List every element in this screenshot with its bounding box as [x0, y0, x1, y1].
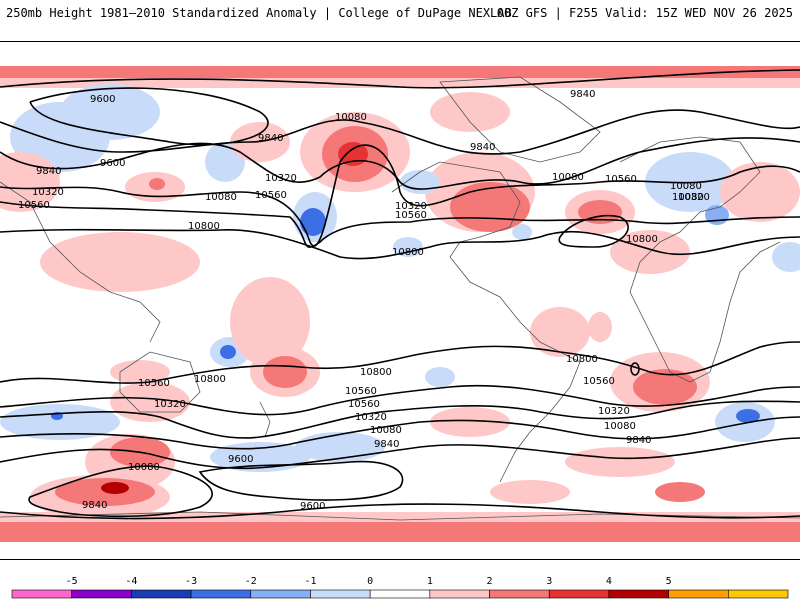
colorbar-swatch — [250, 589, 311, 599]
contour-label: 10800 — [566, 354, 598, 365]
contour-line — [630, 362, 640, 376]
contour-label: 9840 — [82, 500, 107, 511]
colorbar-swatch — [190, 589, 252, 599]
contour-line — [0, 228, 800, 260]
contour-line — [0, 416, 800, 450]
contour-line — [28, 465, 213, 518]
contour-label: 10320 — [395, 201, 427, 212]
colorbar-swatch — [11, 589, 72, 599]
contour-label: 10560 — [605, 174, 637, 185]
contour-label: 10560 — [345, 386, 377, 397]
contour-line — [558, 214, 629, 248]
contour-label: 10560 — [138, 378, 170, 389]
new-zealand-coast — [259, 401, 271, 438]
contour-label: 9840 — [626, 435, 651, 446]
contour-label: 9840 — [470, 142, 495, 153]
contour-label: 10800 — [194, 374, 226, 385]
contour-line — [0, 400, 800, 439]
polar-positive-band-south — [0, 520, 800, 542]
contour-line — [29, 87, 269, 146]
contour-line — [0, 437, 800, 470]
contour-label: 10560 — [583, 376, 615, 387]
contour-label: 10560 — [18, 200, 50, 211]
colorbar-swatch — [131, 589, 192, 599]
contour-line — [198, 460, 404, 501]
map-panel: 9600 9600 9840 9840 10080 10080 10320 10… — [0, 41, 800, 560]
contour-line — [0, 384, 800, 416]
colorbar-tick-label: 3 — [546, 576, 552, 587]
contour-line — [0, 69, 800, 89]
greenland-coast — [439, 76, 601, 163]
colorbar-swatch — [608, 589, 669, 599]
contour-label: 10560 — [348, 399, 380, 410]
height-contours — [0, 69, 800, 520]
contour-label: 10080 — [552, 172, 584, 183]
colorbar-tick-label: -5 — [66, 576, 78, 587]
contour-label: 9600 — [100, 158, 125, 169]
asia-coast — [0, 181, 161, 343]
contour-label: 10320 — [154, 399, 186, 410]
colorbar-tick-label: -3 — [185, 576, 197, 587]
contour-label: 10800 — [392, 247, 424, 258]
australia-coast — [119, 351, 201, 413]
contour-label: 10080 — [335, 112, 367, 123]
contour-line — [0, 201, 800, 248]
colorbar-tick-label: -1 — [304, 576, 316, 587]
chart-title: 250mb Height 1981–2010 Standardized Anom… — [6, 6, 512, 20]
contour-label: 10080 — [370, 425, 402, 436]
colorbar-swatch — [548, 589, 610, 599]
contour-label: 10800 — [626, 234, 658, 245]
colorbar: -5 -4 -3 -2 -1 0 1 2 3 4 5 — [11, 576, 789, 599]
map-plot: 9600 9600 9840 9840 10080 10080 10320 10… — [0, 42, 800, 559]
colorbar-tick-label: -4 — [125, 576, 137, 587]
contour-line — [0, 341, 800, 384]
contour-label: 9600 — [90, 94, 115, 105]
colorbar-swatch — [728, 589, 789, 599]
colorbar-tick-label: 4 — [606, 576, 612, 587]
colorbar-tick-label: 0 — [367, 576, 373, 587]
contour-label: 9840 — [36, 166, 61, 177]
contour-label: 9600 — [300, 501, 325, 512]
contour-label: 10080 — [604, 421, 636, 432]
contour-labels: 9600 9600 9840 9840 10080 10080 10320 10… — [18, 89, 710, 512]
contour-label: 10800 — [360, 367, 392, 378]
contour-line — [0, 109, 800, 155]
contour-label: 10080 — [672, 192, 704, 203]
contour-line — [0, 503, 800, 520]
contour-label: 10320 — [598, 406, 630, 417]
contour-line — [0, 137, 800, 190]
contour-label: 10320 — [678, 192, 710, 203]
contour-label: 9600 — [228, 454, 253, 465]
contour-label: 10080 — [205, 192, 237, 203]
colorbar-tick-label: 5 — [666, 576, 672, 587]
contour-label: 10320 — [355, 412, 387, 423]
contour-label: 9840 — [570, 89, 595, 100]
americas-coast — [391, 161, 581, 483]
contour-line — [0, 144, 800, 247]
contour-label: 10080 — [128, 462, 160, 473]
colorbar-swatch — [429, 589, 490, 599]
colorbar-tick-label: -2 — [245, 576, 257, 587]
colorbar-swatch — [489, 589, 550, 599]
contour-label: 10800 — [188, 221, 220, 232]
anomaly-shading — [0, 66, 800, 542]
contour-label: 10560 — [395, 210, 427, 221]
contour-label: 10320 — [265, 173, 297, 184]
contour-label: 9840 — [258, 133, 283, 144]
africa-europe-coast — [619, 136, 781, 383]
colorbar-swatch — [369, 589, 431, 599]
colorbar-tick-label: 1 — [427, 576, 433, 587]
colorbar-tick-label: 2 — [487, 576, 493, 587]
contour-label: 9840 — [374, 439, 399, 450]
contour-label: 10320 — [32, 187, 64, 198]
colorbar-swatch — [71, 589, 132, 599]
contour-label: 10080 — [670, 181, 702, 192]
colorbar-swatch — [310, 589, 371, 599]
contour-label: 10560 — [255, 190, 287, 201]
model-run-info: 00Z GFS | F255 Valid: 15Z WED NOV 26 202… — [496, 6, 793, 20]
colorbar-swatch — [668, 589, 729, 599]
